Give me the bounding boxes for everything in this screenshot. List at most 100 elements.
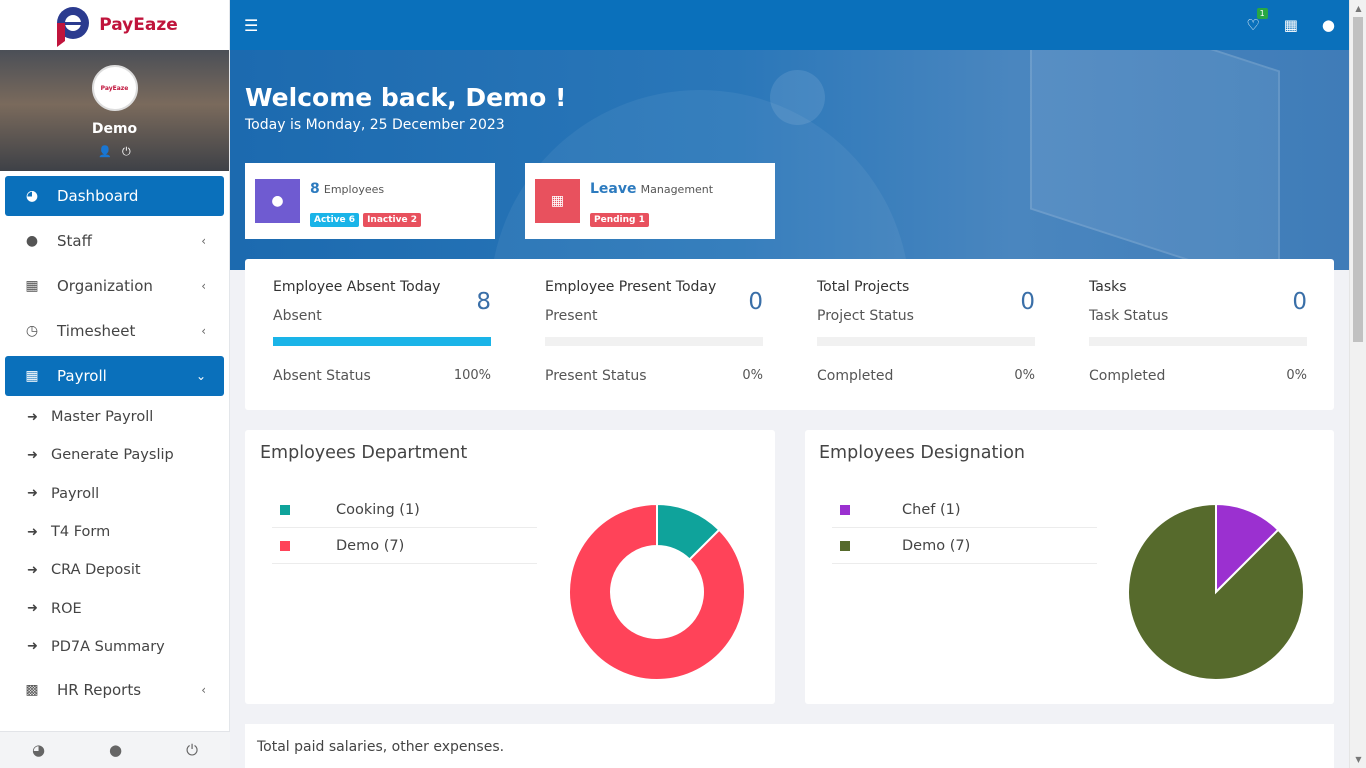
legend-swatch (280, 504, 290, 515)
stat-percent: 100% (453, 368, 491, 383)
stat-subtitle: Absent (273, 308, 322, 324)
designation-slice-0[interactable] (1215, 502, 1280, 595)
legend-label: Cooking (1) (336, 501, 420, 518)
progress-bar (817, 337, 1035, 346)
leave-card[interactable]: ▦ Leave Management Pending 1 (525, 163, 775, 239)
hamburger-menu-icon[interactable]: ☰ (244, 15, 259, 35)
department-legend: Cooking (1) Demo (7) (272, 492, 537, 564)
sidebar-item-dashboard[interactable]: ◕ Dashboard (5, 176, 224, 216)
submenu-item-t4-form[interactable]: ➜ T4 Form (5, 513, 224, 551)
legend-swatch (840, 540, 850, 551)
welcome-heading: Welcome back, Demo ! (245, 83, 567, 112)
stats-panel: Employee Absent Today Absent 8 Absent St… (245, 259, 1334, 410)
clock-icon: ◷ (25, 323, 39, 339)
employees-count: 8 (310, 181, 320, 197)
scroll-down-arrow[interactable]: ▼ (1355, 755, 1362, 764)
scroll-up-arrow[interactable]: ▲ (1355, 4, 1362, 13)
stat-percent: 0% (742, 368, 763, 383)
submenu-item-generate-payslip[interactable]: ➜ Generate Payslip (5, 436, 224, 474)
power-icon[interactable]: ⏻ (186, 741, 198, 759)
inactive-badge: Inactive 2 (363, 213, 421, 227)
employees-card[interactable]: ● 8 Employees Active 6 Inactive 2 (245, 163, 495, 239)
department-chart-card: Employees Department Cooking (1) Demo (7… (245, 430, 775, 704)
sidebar-item-hr-reports[interactable]: ▩ HR Reports ‹ (5, 670, 224, 710)
sidebar-item-label: Payroll (57, 367, 107, 385)
hero-banner: Welcome back, Demo ! Today is Monday, 25… (230, 50, 1349, 270)
legend-label: Chef (1) (902, 501, 961, 518)
submenu-item-label: T4 Form (51, 524, 111, 541)
designation-slice-1[interactable] (1127, 502, 1305, 681)
submenu-item-pd7a-summary[interactable]: ➜ PD7A Summary (5, 628, 224, 666)
notification-badge: 1 (1256, 8, 1268, 19)
salaries-card-text: Total paid salaries, other expenses. (257, 739, 505, 755)
leave-title: Leave (590, 181, 637, 197)
stat-title: Total Projects (817, 279, 910, 295)
leave-label: Management (640, 183, 714, 196)
topbar: ☰ ♡ 1 ▦ ● (230, 0, 1349, 50)
stat-subtitle: Task Status (1089, 308, 1169, 324)
user-icon[interactable]: 👤 (98, 145, 112, 158)
qr-code-icon[interactable]: ▦ (1283, 16, 1298, 34)
scroll-thumb[interactable] (1353, 17, 1363, 342)
sidebar-item-timesheet[interactable]: ◷ Timesheet ‹ (5, 311, 224, 351)
chevron-left-icon: ‹ (201, 683, 206, 698)
stat-percent: 0% (1014, 368, 1035, 383)
arrow-right-icon: ➜ (27, 562, 38, 578)
employees-label: Employees (323, 183, 385, 196)
dashboard-icon[interactable]: ◕ (31, 741, 46, 759)
profile-panel: PayEaze Demo 👤 ⏻ (0, 50, 229, 171)
active-badge: Active 6 (310, 213, 360, 227)
submenu-item-roe[interactable]: ➜ ROE (5, 589, 224, 627)
legend-item[interactable]: Chef (1) (832, 492, 1097, 528)
sidebar-item-label: HR Reports (57, 681, 142, 700)
legend-label: Demo (7) (336, 537, 405, 554)
sidebar-item-label: Timesheet (57, 322, 136, 340)
submenu-item-cra-deposit[interactable]: ➜ CRA Deposit (5, 551, 224, 589)
pending-badge: Pending 1 (590, 213, 649, 227)
logo[interactable]: PayEaze (0, 0, 229, 50)
sidebar-item-payroll[interactable]: ▦ Payroll ⌄ (5, 356, 224, 396)
submenu-item-label: Payroll (51, 485, 100, 502)
stat-present: Employee Present Today Present 0 Present… (545, 259, 763, 410)
progress-fill (273, 337, 491, 346)
logo-text: PayEaze (99, 15, 178, 35)
avatar[interactable]: PayEaze (91, 65, 138, 111)
power-icon[interactable]: ⏻ (122, 145, 131, 158)
legend-item[interactable]: Cooking (1) (272, 492, 537, 528)
user-icon[interactable]: ● (1321, 16, 1335, 34)
sidebar-item-organization[interactable]: ▦ Organization ‹ (5, 266, 224, 306)
designation-pie-chart (1127, 502, 1305, 681)
stat-title: Tasks (1089, 279, 1127, 295)
arrow-right-icon: ➜ (27, 447, 38, 463)
stat-footer: Present Status (545, 368, 647, 384)
submenu-item-label: ROE (51, 600, 82, 617)
logo-icon (57, 7, 90, 47)
legend-item[interactable]: Demo (7) (272, 528, 537, 564)
sidebar-menu: ◕ Dashboard ● Staff ‹ ▦ Organization ‹ ◷… (0, 176, 229, 710)
submenu-item-payroll[interactable]: ➜ Payroll (5, 475, 224, 513)
building-icon: ▦ (25, 278, 39, 294)
arrow-right-icon: ➜ (27, 486, 38, 502)
avatar-text: PayEaze (100, 84, 129, 92)
stat-value: 0 (1292, 289, 1307, 315)
payroll-submenu: ➜ Master Payroll ➜ Generate Payslip ➜ Pa… (5, 398, 224, 666)
legend-label: Demo (7) (902, 537, 971, 554)
designation-chart-title: Employees Designation (819, 443, 1026, 463)
user-icon[interactable]: ● (109, 741, 123, 759)
designation-legend: Chef (1) Demo (7) (832, 492, 1097, 564)
chevron-left-icon: ‹ (201, 234, 206, 248)
submenu-item-master-payroll[interactable]: ➜ Master Payroll (5, 398, 224, 436)
calculator-icon: ▦ (25, 368, 39, 384)
legend-item[interactable]: Demo (7) (832, 528, 1097, 564)
bell-icon[interactable]: ♡ 1 (1246, 8, 1268, 34)
page-scrollbar[interactable]: ▲ ▼ (1349, 0, 1366, 768)
today-date: Today is Monday, 25 December 2023 (245, 117, 505, 133)
sidebar-item-label: Staff (57, 232, 92, 250)
sidebar-item-staff[interactable]: ● Staff ‹ (5, 221, 224, 261)
stat-subtitle: Present (545, 308, 598, 324)
stat-title: Employee Absent Today (273, 279, 441, 295)
sidebar-item-label: Organization (57, 277, 153, 295)
stat-footer: Absent Status (273, 368, 371, 384)
dashboard-icon: ◕ (25, 188, 39, 204)
department-slice-1[interactable] (568, 502, 746, 681)
